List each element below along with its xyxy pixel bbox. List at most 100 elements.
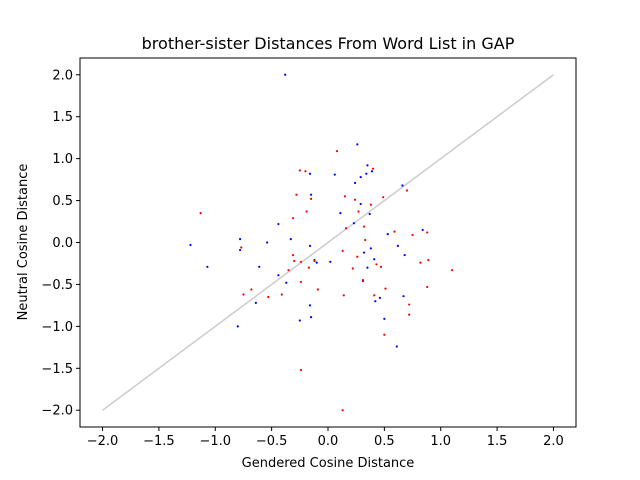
- data-point-series-2: [379, 265, 383, 268]
- data-point-series-1: [386, 233, 389, 236]
- data-point-series-1: [366, 266, 369, 269]
- data-point-series-1: [238, 238, 242, 241]
- y-axis: −2.0 −1.5 −1.0 −0.5 0.0 0.5 1.0 1.5 2.0: [41, 68, 80, 419]
- data-point-series-2: [291, 253, 295, 257]
- data-point-series-2: [357, 210, 360, 213]
- data-point-series-2: [291, 217, 295, 220]
- data-point-series-1: [284, 73, 287, 76]
- x-tick-label: −2.0: [87, 434, 119, 449]
- data-point-series-2: [267, 295, 270, 299]
- data-point-series-1: [378, 296, 381, 299]
- data-point-series-2: [371, 167, 375, 170]
- data-point-series-1: [236, 325, 239, 328]
- data-point-series-1: [369, 247, 372, 250]
- data-point-series-2: [342, 294, 345, 297]
- reference-line: [102, 74, 554, 411]
- data-point-series-2: [408, 303, 411, 306]
- data-point-series-2: [295, 193, 298, 196]
- y-tick-label: 1.5: [52, 110, 73, 125]
- data-point-series-1: [289, 238, 292, 241]
- data-point-series-1: [396, 244, 399, 247]
- data-point-series-1: [258, 265, 261, 268]
- data-point-series-1: [403, 253, 406, 257]
- data-point-series-1: [315, 261, 318, 264]
- y-tick-label: 0.5: [52, 194, 73, 209]
- x-tick-label: 0.5: [374, 434, 395, 449]
- data-point-series-2: [199, 212, 202, 215]
- data-point-series-1: [254, 301, 257, 304]
- x-tick-label: −1.5: [143, 434, 175, 449]
- data-point-series-2: [298, 169, 301, 172]
- data-point-series-1: [309, 316, 313, 319]
- data-point-series-1: [206, 265, 209, 268]
- data-point-series-2: [419, 261, 422, 264]
- x-tick-label: 1.0: [430, 434, 451, 449]
- data-point-series-2: [353, 198, 357, 201]
- data-point-series-1: [356, 143, 359, 146]
- x-axis: −2.0 −1.5 −1.0 −0.5 0.0 0.5 1.0 1.5 2.0: [87, 427, 564, 449]
- x-tick-label: −0.5: [256, 434, 288, 449]
- data-point-series-1: [366, 164, 369, 167]
- data-point-series-1: [362, 251, 366, 254]
- data-point-series-2: [299, 280, 303, 284]
- y-tick-label: 2.0: [52, 68, 73, 83]
- y-tick-label: −0.5: [41, 278, 73, 293]
- y-axis-label: Neutral Cosine Distance: [16, 164, 31, 321]
- y-tick-label: −1.5: [41, 362, 73, 377]
- data-point-series-1: [359, 175, 362, 179]
- x-tick-label: 1.5: [487, 434, 508, 449]
- data-point-series-1: [373, 258, 376, 261]
- data-point-series-2: [384, 287, 387, 290]
- data-point-series-2: [316, 288, 319, 291]
- data-point-series-2: [408, 313, 411, 316]
- data-point-series-2: [307, 266, 310, 269]
- data-point-series-1: [266, 241, 269, 244]
- data-point-series-1: [365, 172, 368, 175]
- y-tick-label: −2.0: [41, 404, 73, 419]
- data-point-series-1: [189, 243, 192, 247]
- data-point-series-1: [352, 222, 356, 225]
- data-point-series-1: [277, 274, 280, 277]
- data-point-series-1: [298, 319, 301, 322]
- data-point-series-1: [395, 345, 398, 348]
- data-point-series-1: [401, 184, 404, 187]
- data-point-series-2: [364, 238, 367, 242]
- data-point-series-2: [369, 203, 372, 206]
- data-point-series-2: [293, 259, 296, 263]
- x-tick-label: 0.0: [318, 434, 339, 449]
- data-point-series-2: [305, 210, 308, 213]
- data-point-series-2: [411, 233, 414, 237]
- data-point-series-2: [393, 230, 396, 233]
- data-point-series-1: [402, 295, 405, 298]
- y-tick-label: 1.0: [52, 152, 73, 167]
- data-point-series-1: [277, 222, 280, 226]
- data-point-series-1: [370, 170, 374, 173]
- data-point-series-1: [333, 173, 336, 176]
- data-point-series-1: [353, 181, 357, 185]
- data-point-series-2: [304, 170, 307, 173]
- data-point-series-2: [450, 269, 454, 272]
- data-point-series-2: [383, 333, 386, 336]
- data-point-series-1: [308, 304, 312, 307]
- data-point-series-1: [383, 317, 386, 320]
- data-point-series-1: [308, 172, 312, 175]
- data-point-series-2: [313, 259, 316, 263]
- data-point-series-1: [238, 248, 242, 252]
- data-point-series-1: [374, 300, 377, 303]
- y-tick-label: −1.0: [41, 320, 73, 335]
- data-point-series-2: [373, 294, 376, 297]
- data-point-series-2: [250, 288, 253, 291]
- data-point-series-1: [368, 212, 371, 216]
- data-point-series-2: [287, 269, 290, 272]
- data-point-series-2: [335, 149, 339, 153]
- x-axis-label: Gendered Cosine Distance: [242, 456, 415, 471]
- data-point-series-2: [280, 293, 283, 296]
- data-point-series-2: [341, 249, 344, 252]
- data-point-series-1: [339, 212, 342, 215]
- reference-line-layer: [102, 74, 554, 411]
- data-point-series-2: [299, 368, 303, 372]
- data-point-series-2: [361, 279, 365, 283]
- data-point-series-2: [426, 231, 429, 234]
- data-point-series-2: [309, 197, 313, 200]
